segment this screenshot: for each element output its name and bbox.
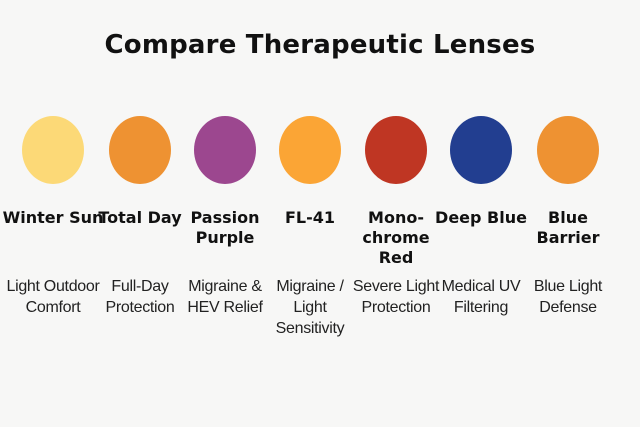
- lens-name: FL-41: [284, 208, 336, 227]
- lens-name: Total Day: [98, 208, 182, 227]
- lens-description: Medical UV Filtering: [441, 278, 521, 316]
- lens-description: Light Outdoor Comfort: [6, 278, 100, 316]
- lens-description: Migraine / Light Sensitivity: [275, 278, 345, 337]
- lens-description: Blue Light Defense: [533, 278, 603, 316]
- lens-description: Full-Day Protection: [105, 278, 175, 316]
- lens-name: Blue Barrier: [536, 208, 600, 247]
- lens-name: Deep Blue: [435, 208, 527, 227]
- lens-swatch: [450, 116, 512, 184]
- lens-swatch: [537, 116, 599, 184]
- lens-swatch: [365, 116, 427, 184]
- lens-swatch: [279, 116, 341, 184]
- lens-description: Severe Light Protection: [352, 278, 440, 316]
- lens-name: Winter Sun: [2, 208, 104, 227]
- lens-swatch: [22, 116, 84, 184]
- lens-swatch: [194, 116, 256, 184]
- lens-description: Migraine & HEV Relief: [187, 278, 263, 316]
- lens-name: Passion Purple: [190, 208, 260, 247]
- page-title: Compare Therapeutic Lenses: [104, 30, 536, 60]
- lens-name: Mono- chrome Red: [362, 208, 430, 267]
- lens-swatch: [109, 116, 171, 184]
